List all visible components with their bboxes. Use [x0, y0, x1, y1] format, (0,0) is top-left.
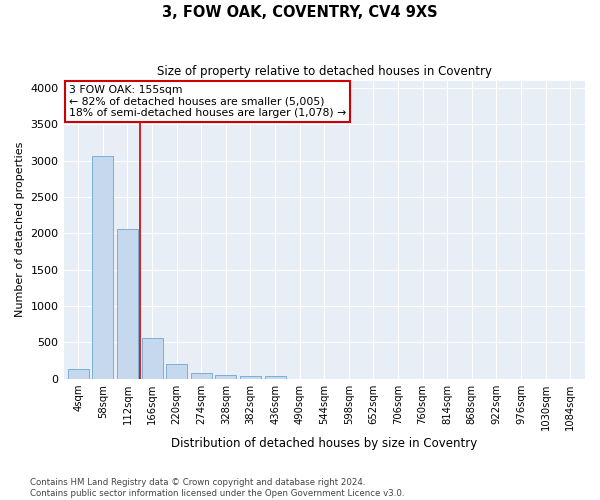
Bar [142, 338, 163, 379]
Bar [68, 368, 89, 379]
Text: Contains HM Land Registry data © Crown copyright and database right 2024.
Contai: Contains HM Land Registry data © Crown c… [30, 478, 404, 498]
Bar [166, 364, 187, 379]
Title: Size of property relative to detached houses in Coventry: Size of property relative to detached ho… [157, 65, 492, 78]
Text: 3 FOW OAK: 155sqm
← 82% of detached houses are smaller (5,005)
18% of semi-detac: 3 FOW OAK: 155sqm ← 82% of detached hous… [69, 85, 346, 118]
Bar [215, 375, 236, 379]
Text: 3, FOW OAK, COVENTRY, CV4 9XS: 3, FOW OAK, COVENTRY, CV4 9XS [162, 5, 438, 20]
Bar [240, 376, 261, 379]
Bar [117, 229, 138, 379]
Y-axis label: Number of detached properties: Number of detached properties [15, 142, 25, 318]
Bar [265, 376, 286, 379]
Bar [92, 156, 113, 379]
X-axis label: Distribution of detached houses by size in Coventry: Distribution of detached houses by size … [171, 437, 478, 450]
Bar [191, 374, 212, 379]
